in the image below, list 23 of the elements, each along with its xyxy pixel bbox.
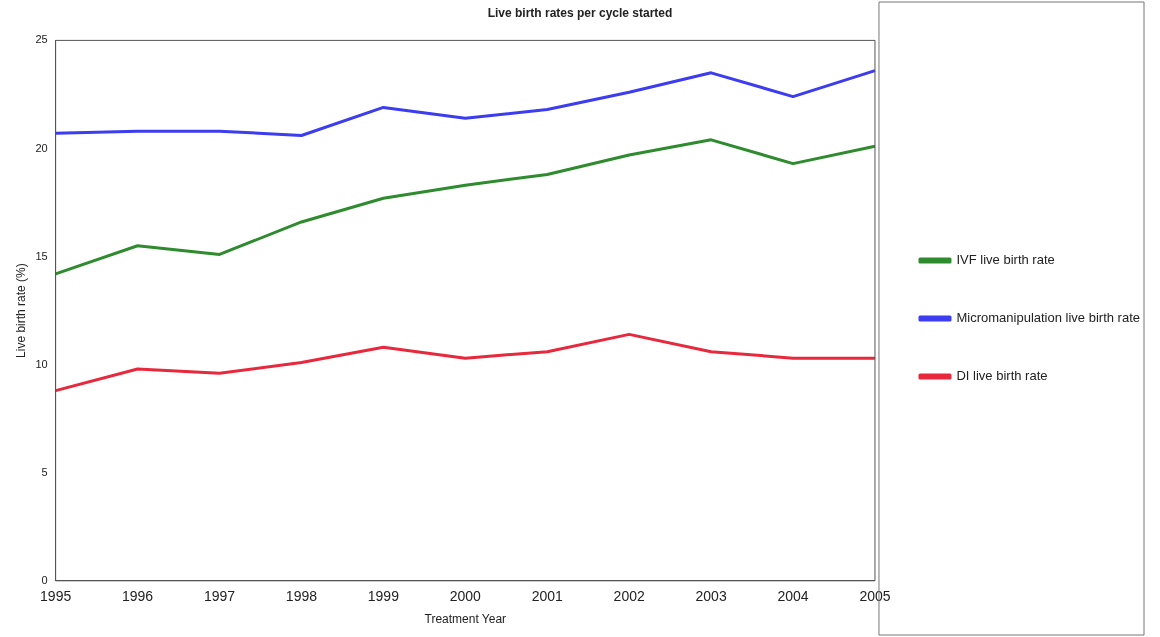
y-tick-label: 15 — [35, 249, 48, 262]
x-tick-label: 2000 — [449, 588, 482, 605]
x-tick-label: 1997 — [203, 588, 236, 605]
y-axis-title: Live birth rate (%) — [13, 263, 28, 358]
legend-label: Micromanipulation live birth rate — [956, 310, 1141, 326]
legend-label: IVF live birth rate — [956, 252, 1055, 268]
chart-title: Live birth rates per cycle started — [487, 5, 673, 20]
x-tick-label: 1999 — [367, 588, 400, 605]
x-axis-title: Treatment Year — [424, 612, 507, 627]
x-tick-label: 2005 — [859, 588, 891, 605]
y-tick-label: 0 — [41, 573, 48, 586]
y-tick-label: 5 — [41, 465, 48, 478]
x-tick-label: 2004 — [777, 588, 809, 605]
x-tick-label: 1996 — [121, 588, 154, 605]
legend-label: DI live birth rate — [956, 368, 1048, 384]
x-tick-label: 1998 — [285, 588, 318, 605]
x-tick-label: 2002 — [613, 588, 645, 605]
y-tick-label: 10 — [35, 357, 48, 370]
y-tick-label: 20 — [35, 141, 48, 154]
y-tick-label: 25 — [35, 33, 48, 46]
x-tick-label: 1995 — [40, 588, 72, 605]
x-tick-label: 2003 — [695, 588, 727, 605]
x-tick-label: 2001 — [531, 588, 564, 605]
